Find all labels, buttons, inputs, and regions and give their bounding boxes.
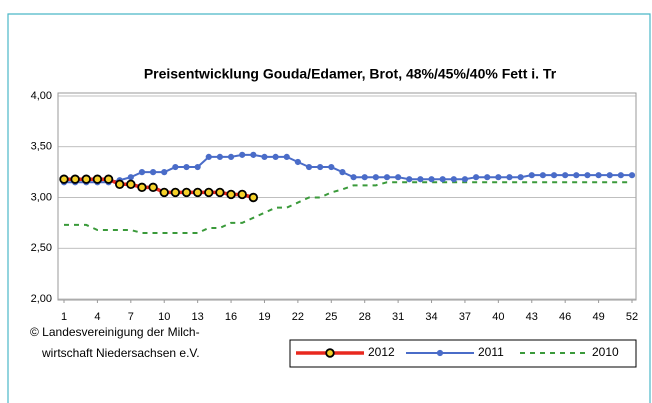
data-point — [428, 176, 435, 183]
y-tick-label: 3,50 — [31, 141, 52, 153]
x-tick-label: 7 — [128, 311, 134, 323]
data-point — [161, 169, 168, 176]
data-point — [328, 163, 335, 171]
data-point — [406, 176, 413, 183]
data-point — [372, 174, 379, 181]
data-point — [383, 174, 391, 181]
data-point — [506, 174, 513, 181]
data-point — [606, 172, 613, 179]
x-tick-label: 19 — [258, 311, 270, 323]
y-tick-label: 4,00 — [31, 90, 52, 102]
legend-marker — [325, 348, 335, 358]
data-point — [138, 169, 146, 176]
data-point — [170, 187, 181, 198]
data-point — [339, 169, 346, 176]
x-tick-label: 37 — [459, 311, 471, 323]
data-point — [81, 174, 91, 184]
data-point — [137, 182, 147, 193]
data-point — [395, 174, 402, 181]
data-point — [204, 187, 214, 198]
data-point — [317, 163, 324, 171]
x-tick-label: 28 — [359, 311, 371, 323]
data-point — [172, 163, 179, 171]
x-tick-label: 43 — [526, 311, 538, 323]
data-point — [215, 187, 225, 198]
data-point — [617, 172, 624, 179]
x-tick-label: 52 — [626, 311, 638, 323]
x-tick-label: 34 — [425, 311, 437, 323]
data-point — [539, 172, 547, 179]
x-tick-label: 40 — [492, 311, 504, 323]
data-point — [70, 174, 80, 184]
data-point — [216, 153, 224, 160]
x-tick-label: 4 — [94, 311, 100, 323]
data-point — [450, 176, 457, 183]
x-tick-label: 49 — [592, 311, 604, 323]
data-point — [283, 153, 290, 160]
data-point — [192, 187, 203, 198]
data-point — [227, 153, 235, 160]
data-point — [550, 172, 558, 179]
data-point — [159, 187, 169, 198]
data-point — [59, 174, 69, 184]
x-tick-label: 46 — [559, 311, 571, 323]
data-point — [250, 151, 257, 158]
x-tick-label: 25 — [325, 311, 337, 323]
frame — [7, 13, 651, 403]
data-point — [361, 174, 368, 181]
y-tick-label: 2,50 — [31, 242, 52, 254]
data-point — [584, 172, 591, 179]
legend-label: 2011 — [478, 345, 504, 359]
plot-area — [57, 92, 637, 301]
source-line: © Landesvereinigung der Milch- — [30, 325, 200, 339]
legend-label: 2012 — [368, 345, 395, 359]
source-line: wirtschaft Niedersachsen e.V. — [41, 346, 200, 360]
x-tick-label: 31 — [392, 311, 404, 323]
data-point — [181, 187, 192, 198]
data-point — [126, 179, 136, 190]
data-point — [628, 172, 636, 179]
data-point — [305, 163, 313, 171]
y-tick-label: 2,00 — [31, 293, 52, 305]
data-point — [484, 174, 491, 181]
data-point — [205, 153, 212, 160]
legend-marker — [436, 349, 444, 357]
data-point — [528, 172, 535, 179]
x-tick-label: 10 — [158, 311, 170, 323]
data-point — [92, 174, 103, 184]
data-point — [517, 174, 524, 181]
data-point — [439, 176, 446, 183]
data-point — [350, 174, 357, 181]
data-point — [226, 189, 236, 200]
legend-label: 2010 — [592, 345, 619, 359]
data-point — [127, 174, 134, 181]
x-tick-label: 16 — [225, 311, 237, 323]
data-point — [272, 153, 279, 160]
data-point — [103, 174, 114, 184]
data-point — [573, 172, 580, 179]
data-point — [294, 158, 301, 166]
data-point — [183, 163, 190, 171]
data-point — [114, 179, 125, 190]
data-point — [248, 192, 259, 203]
data-point — [237, 189, 247, 200]
data-point — [239, 151, 246, 158]
x-tick-label: 1 — [61, 311, 67, 323]
data-point — [562, 172, 569, 179]
x-tick-label: 22 — [292, 311, 304, 323]
data-point — [595, 172, 602, 179]
data-point — [194, 163, 201, 171]
data-point — [261, 153, 268, 160]
data-point — [461, 176, 469, 183]
data-point — [495, 174, 502, 181]
x-tick-label: 13 — [192, 311, 204, 323]
y-tick-label: 3,00 — [31, 191, 52, 203]
data-point — [149, 169, 157, 176]
series-line — [64, 153, 632, 184]
data-point — [148, 182, 158, 193]
chart-title: Preisentwicklung Gouda/Edamer, Brot, 48%… — [144, 66, 557, 82]
data-point — [417, 176, 424, 183]
data-point — [472, 174, 480, 181]
